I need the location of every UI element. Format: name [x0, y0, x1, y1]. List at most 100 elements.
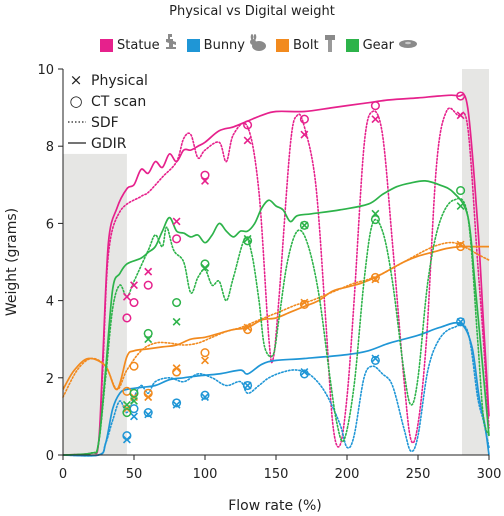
ct-scan-marker-bunny-8: [456, 317, 466, 327]
legend-label-bunny: Bunny: [203, 37, 245, 53]
physical-marker-bunny-8: [456, 317, 465, 326]
y-tick-label-4: 4: [46, 295, 54, 310]
ct-scan-marker-bunny-1: [129, 404, 139, 414]
physical-marker-bunny-5: [243, 381, 252, 390]
x-tick-label-150: 150: [264, 467, 289, 482]
physical-marker-bunny-6: [300, 368, 309, 376]
ct-scan-marker-gear-8: [456, 186, 466, 196]
ct-scan-marker-statue-5: [243, 120, 253, 130]
ct-scan-marker-bunny-2: [143, 407, 153, 418]
ct-scan-marker-bunny-4: [200, 390, 210, 400]
shaded-region-0: [63, 153, 127, 456]
ct-scan-marker-statue-7: [370, 101, 380, 111]
legend-gdir-label: GDIR: [91, 136, 127, 152]
x-tick-label-200: 200: [335, 467, 360, 482]
ct-scan-marker-gear-7: [370, 214, 380, 225]
physical-marker-statue-2: [144, 267, 153, 276]
x-axis-label: Flow rate (%): [228, 498, 322, 514]
sdf-line-gear: [62, 197, 490, 456]
physical-marker-statue-5: [243, 136, 252, 145]
ct-scan-marker-statue-2: [143, 280, 153, 290]
ct-scan-marker-statue-3: [172, 234, 182, 244]
ct-scan-marker-bunny-7: [370, 355, 380, 365]
y-tick-label-8: 8: [46, 140, 54, 155]
physical-marker-bunny-3: [172, 400, 181, 409]
legend-swatch-gear: [345, 38, 359, 52]
legend-physical-symbol: ×: [70, 71, 83, 89]
legend-sdf-label: SDF: [91, 115, 119, 131]
ct-scan-marker-bolt-8: [456, 242, 466, 252]
ct-scan-marker-statue-4: [200, 170, 210, 180]
series-legend: Statue Bunny Bolt Gear: [100, 32, 427, 58]
series-lines: [62, 93, 490, 457]
physical-marker-statue-7: [371, 115, 380, 124]
ct-scan-marker-gear-0: [122, 407, 132, 418]
bunny-icon: [248, 34, 268, 56]
ct-scan-marker-gear-2: [143, 328, 153, 338]
data-markers: [122, 91, 466, 444]
gear-icon: [397, 36, 419, 54]
gdir-line-bolt: [62, 245, 489, 391]
ct-scan-marker-statue-1: [129, 297, 139, 308]
gdir-line-statue: [62, 93, 490, 456]
ct-scan-marker-bunny-6: [299, 369, 309, 379]
y-tick-label-0: 0: [46, 449, 54, 464]
physical-marker-gear-8: [456, 202, 465, 210]
legend-swatch-bunny: [186, 38, 200, 52]
ct-scan-marker-bolt-3: [172, 367, 182, 377]
ct-scan-marker-statue-6: [299, 114, 309, 124]
ct-scan-marker-gear-3: [172, 297, 182, 308]
legend-swatch-bolt: [276, 38, 289, 52]
ct-scan-marker-bolt-6: [299, 299, 309, 310]
marker-legend: × Physical ○ CT scan SDF GDIR: [68, 71, 148, 152]
ct-scan-marker-gear-6: [299, 220, 309, 230]
physical-marker-bunny-2: [144, 410, 153, 419]
y-tick-label-10: 10: [37, 63, 54, 78]
legend-physical-label: Physical: [91, 73, 148, 89]
x-tick-label-0: 0: [59, 467, 67, 482]
physical-marker-statue-0: [122, 292, 131, 301]
gdir-line-bunny: [62, 321, 490, 457]
ct-scan-marker-bolt-7: [370, 272, 380, 282]
ct-scan-marker-bunny-0: [122, 431, 132, 441]
legend-label-statue: Statue: [117, 37, 160, 53]
y-tick-label-2: 2: [46, 372, 54, 387]
shaded-regions: [63, 69, 489, 456]
axes: 0 50 100 150 200 250 300 0 2 4 6 8 10: [37, 63, 501, 482]
physical-marker-statue-1: [130, 281, 138, 290]
ct-scan-marker-bolt-5: [243, 325, 253, 335]
physical-marker-gear-5: [243, 234, 252, 243]
legend-item-gear: Gear: [345, 36, 419, 54]
physical-marker-bunny-4: [201, 393, 209, 402]
legend-label-gear: Gear: [362, 37, 394, 53]
ct-scan-marker-bolt-4: [200, 348, 210, 358]
physical-marker-bolt-4: [201, 356, 209, 365]
ct-scan-marker-bunny-5: [243, 380, 253, 391]
ct-scan-marker-gear-5: [243, 236, 253, 246]
physical-marker-statue-8: [456, 111, 465, 120]
legend-swatch-statue: [100, 38, 113, 52]
legend-item-bolt: Bolt: [276, 33, 338, 57]
physical-marker-bolt-6: [300, 298, 309, 307]
legend-label-bolt: Bolt: [293, 37, 319, 53]
physical-marker-bolt-5: [243, 323, 252, 332]
ct-scan-marker-bolt-2: [143, 388, 153, 398]
physical-marker-gear-0: [122, 400, 131, 409]
x-tick-label-50: 50: [126, 467, 143, 482]
sdf-line-bolt: [62, 241, 490, 398]
x-tick-label-250: 250: [406, 467, 431, 482]
statue-icon: [163, 32, 179, 58]
sdf-line-bunny: [62, 323, 490, 457]
ct-scan-marker-gear-4: [200, 259, 210, 269]
legend-item-statue: Statue: [100, 32, 179, 58]
ct-scan-marker-statue-0: [122, 313, 132, 323]
legend-ct-scan-label: CT scan: [91, 94, 146, 110]
physical-marker-bunny-1: [130, 412, 138, 421]
physical-marker-bolt-8: [456, 240, 465, 249]
legend-ct-scan-symbol: ○: [69, 92, 82, 110]
gdir-line-gear: [62, 180, 490, 456]
y-tick-label-6: 6: [46, 217, 54, 232]
physical-marker-statue-3: [172, 217, 181, 226]
ct-scan-marker-bunny-3: [172, 398, 182, 408]
